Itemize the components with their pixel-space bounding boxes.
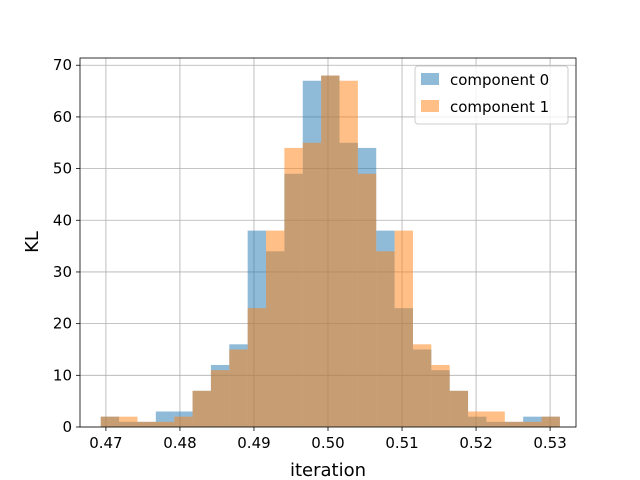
histogram-bar <box>394 230 413 427</box>
histogram-bar <box>229 349 248 427</box>
histogram-bar <box>192 390 211 427</box>
x-tick-label: 0.53 <box>533 434 566 452</box>
x-tick-label: 0.50 <box>311 434 344 452</box>
histogram-bar <box>339 80 358 427</box>
x-tick-label: 0.51 <box>385 434 418 452</box>
histogram-bar <box>321 75 340 428</box>
histogram-bar <box>155 421 175 427</box>
y-axis-label: KL <box>22 231 43 253</box>
histogram-bar <box>100 416 120 427</box>
histogram-bar <box>119 416 138 427</box>
y-tick-label: 50 <box>53 160 72 178</box>
legend-swatch-component-1 <box>421 100 439 112</box>
series-1-bars <box>100 75 560 428</box>
histogram-bar <box>412 344 432 427</box>
histogram-bar <box>174 416 193 427</box>
y-tick-label: 10 <box>53 366 72 384</box>
x-tick-label: 0.49 <box>237 434 270 452</box>
legend-frame <box>414 65 569 125</box>
x-tick-label: 0.47 <box>89 434 122 452</box>
x-axis-label: iteration <box>290 460 366 480</box>
legend-label-component-0: component 0 <box>450 71 549 89</box>
histogram-bar <box>357 173 377 427</box>
histogram-bar <box>431 364 450 427</box>
histogram-bar <box>137 421 156 427</box>
x-axis-ticks: 0.47 0.48 0.49 0.50 0.51 0.52 0.53 <box>89 427 567 452</box>
histogram-bar <box>302 142 322 428</box>
histogram-bar <box>284 147 303 427</box>
y-tick-label: 0 <box>62 418 72 436</box>
histogram-bar <box>210 370 230 427</box>
histogram-bar <box>376 251 395 427</box>
legend-swatch-component-0 <box>421 73 439 85</box>
histogram-bar <box>266 230 285 427</box>
histogram-bar <box>486 411 505 427</box>
histogram-bar <box>541 416 560 427</box>
histogram-bar <box>468 411 487 427</box>
y-tick-label: 70 <box>53 56 72 74</box>
histogram-bar <box>504 421 524 427</box>
legend-label-component-1: component 1 <box>450 98 549 116</box>
x-tick-label: 0.52 <box>459 434 492 452</box>
y-tick-label: 60 <box>53 108 72 126</box>
y-tick-label: 20 <box>53 315 72 333</box>
bars <box>100 75 560 428</box>
legend: component 0 component 1 <box>414 65 569 125</box>
histogram-bar <box>247 308 267 427</box>
y-tick-label: 30 <box>53 263 72 281</box>
histogram-bar <box>449 390 469 427</box>
y-tick-label: 40 <box>53 211 72 229</box>
y-axis-ticks: 0 10 20 30 40 50 60 70 <box>53 56 80 436</box>
x-tick-label: 0.48 <box>163 434 196 452</box>
histogram-bar <box>523 421 542 427</box>
